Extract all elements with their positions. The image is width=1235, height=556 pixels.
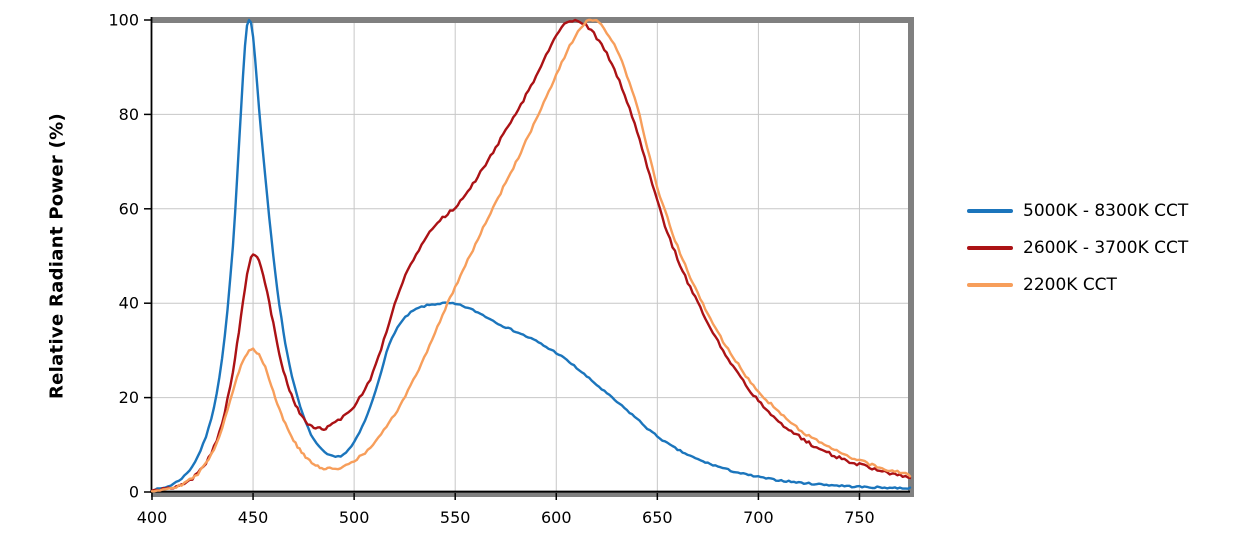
legend-label: 2200K CCT [1023, 275, 1117, 295]
legend-item-warm-white: 2600K - 3700K CCT [967, 238, 1188, 258]
y-tick-label: 40 [119, 294, 139, 313]
legend-label: 2600K - 3700K CCT [1023, 238, 1189, 258]
y-tick-label: 60 [119, 199, 139, 218]
x-tick-label: 450 [238, 508, 269, 527]
y-tick-label: 20 [119, 388, 139, 407]
series-line-1 [150, 18, 912, 493]
legend-label: 5000K - 8300K CCT [1023, 201, 1189, 221]
series-line-0 [150, 18, 912, 493]
plot-border-top [151, 17, 914, 23]
x-tick-label: 500 [339, 508, 370, 527]
legend-item-2200k: 2200K CCT [967, 275, 1188, 295]
y-tick-label: 100 [108, 11, 139, 30]
x-tick-label: 650 [642, 508, 673, 527]
plot-border-right [908, 17, 914, 497]
y-tick-label: 80 [119, 105, 139, 124]
legend-line-swatch [967, 246, 1013, 250]
series-line-2 [150, 18, 912, 493]
plot-border-bottom [151, 492, 914, 497]
x-tick-label: 750 [844, 508, 875, 527]
x-tick-label: 400 [137, 508, 168, 527]
x-tick-label: 600 [541, 508, 572, 527]
legend-item-cool-white: 5000K - 8300K CCT [967, 201, 1188, 221]
x-tick-label: 700 [743, 508, 774, 527]
legend-line-swatch [967, 283, 1013, 287]
x-tick-label: 550 [440, 508, 471, 527]
y-tick-label: 0 [129, 483, 139, 502]
legend-line-swatch [967, 209, 1013, 213]
legend: 5000K - 8300K CCT 2600K - 3700K CCT 2200… [967, 201, 1188, 312]
